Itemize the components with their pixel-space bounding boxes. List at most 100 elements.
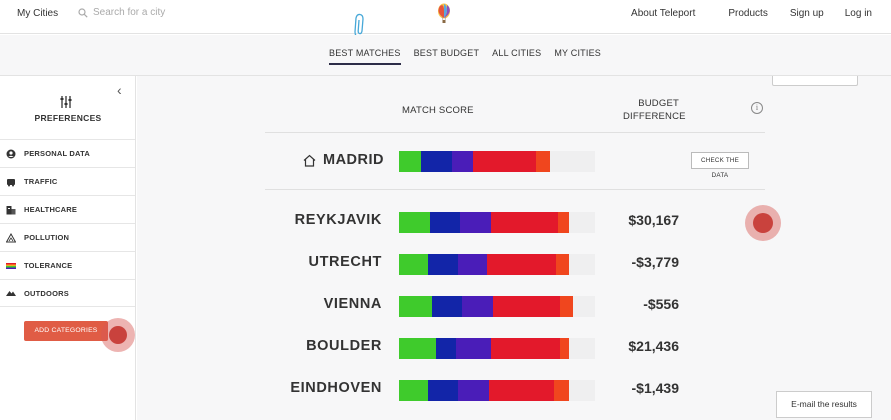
city-name: UTRECHT — [308, 254, 382, 270]
score-segment — [428, 254, 458, 275]
touch-indicator-icon — [745, 205, 781, 241]
score-segment — [432, 296, 462, 317]
outdoors-icon — [6, 291, 16, 296]
tolerance-icon — [6, 262, 16, 269]
chevron-left-icon[interactable]: ‹ — [117, 82, 122, 98]
category-list: PERSONAL DATA TRAFFIC HEALTHCARE POLLUTI… — [0, 139, 135, 307]
score-segment — [399, 338, 437, 359]
top-bar: My Cities Search for a city About Telepo… — [0, 0, 891, 34]
budget-difference: $21,436 — [628, 338, 679, 354]
city-row[interactable]: REYKJAVIK $30,167 — [265, 207, 765, 237]
budget-difference: -$556 — [643, 296, 679, 312]
category-tolerance[interactable]: TOLERANCE — [0, 251, 135, 279]
score-segment — [553, 380, 570, 401]
balloon-logo-icon[interactable] — [437, 3, 451, 25]
search-box[interactable]: Search for a city — [78, 7, 165, 18]
category-healthcare[interactable]: HEALTHCARE — [0, 195, 135, 223]
person-icon — [6, 149, 16, 158]
nav-log-in[interactable]: Log in — [844, 8, 872, 19]
match-score-bar — [399, 338, 595, 359]
pollution-icon — [6, 232, 16, 242]
match-score-bar — [399, 212, 595, 233]
tab-best-budget[interactable]: BEST BUDGET — [413, 48, 480, 58]
results-table: MATCH SCORE BUDGET DIFFERENCE i MADRID C… — [265, 76, 765, 420]
info-icon[interactable]: i — [751, 102, 763, 114]
email-results-button[interactable]: E-mail the results — [776, 391, 872, 418]
my-cities-link[interactable]: My Cities — [17, 8, 59, 19]
score-segment — [399, 212, 431, 233]
category-outdoors[interactable]: OUTDOORS — [0, 279, 135, 307]
city-row[interactable]: VIENNA -$556 — [265, 291, 765, 321]
paperclip-cursor-icon — [354, 13, 364, 39]
match-score-bar — [399, 380, 595, 401]
category-label: HEALTHCARE — [24, 205, 78, 214]
score-segment — [559, 296, 574, 317]
score-segment — [473, 151, 537, 172]
match-score-bar — [399, 151, 595, 172]
score-segment — [491, 338, 560, 359]
category-traffic[interactable]: TRAFFIC — [0, 167, 135, 195]
preferences-sidebar: ‹ PREFERENCES PERSONAL DATA TRAFFIC HEAL… — [0, 76, 136, 420]
touch-indicator-icon — [101, 318, 135, 352]
city-row[interactable]: BOULDER $21,436 — [265, 333, 765, 363]
score-segment — [493, 296, 560, 317]
score-segment — [555, 254, 570, 275]
budget-difference: -$3,779 — [631, 254, 679, 270]
preferences-title: PREFERENCES — [34, 113, 102, 123]
score-segment — [489, 380, 554, 401]
match-score-header: MATCH SCORE — [402, 105, 474, 116]
budget-difference: $30,167 — [628, 212, 679, 228]
city-row[interactable]: EINDHOVEN -$1,439 — [265, 375, 765, 405]
category-label: PERSONAL DATA — [24, 149, 90, 158]
home-icon — [303, 154, 316, 167]
city-row[interactable]: UTRECHT -$3,779 — [265, 249, 765, 279]
home-city-name: MADRID — [323, 152, 384, 168]
city-name: VIENNA — [323, 296, 382, 312]
tab-my-cities[interactable]: MY CITIES — [554, 48, 601, 58]
category-label: TRAFFIC — [24, 177, 58, 186]
map-view-button[interactable] — [772, 76, 858, 86]
divider — [265, 189, 765, 190]
home-city-row: MADRID CHECK THE DATA — [265, 146, 765, 179]
nav-products[interactable]: Products — [728, 8, 768, 19]
tabs-bar: BEST MATCHES BEST BUDGET ALL CITIES MY C… — [0, 35, 891, 76]
score-segment — [536, 151, 550, 172]
budget-difference-header: BUDGET DIFFERENCE — [623, 98, 686, 122]
score-segment — [430, 212, 460, 233]
tab-all-cities[interactable]: ALL CITIES — [492, 48, 542, 58]
healthcare-icon — [6, 205, 16, 214]
score-segment — [399, 380, 429, 401]
city-tabs: BEST MATCHES BEST BUDGET ALL CITIES MY C… — [329, 48, 614, 65]
divider — [265, 132, 765, 133]
score-segment — [428, 380, 458, 401]
city-name: BOULDER — [306, 338, 382, 354]
traffic-icon — [7, 178, 15, 186]
sliders-icon — [60, 96, 72, 108]
score-segment — [420, 151, 452, 172]
top-nav: About Teleport Products Sign up Log in — [631, 8, 872, 19]
nav-sign-up[interactable]: Sign up — [789, 8, 824, 19]
score-segment — [457, 380, 490, 401]
search-input[interactable]: Search for a city — [93, 7, 166, 18]
category-personal-data[interactable]: PERSONAL DATA — [0, 139, 135, 167]
add-categories-button[interactable]: ADD CATEGORIES — [24, 321, 108, 341]
score-segment — [399, 151, 421, 172]
match-score-bar — [399, 296, 595, 317]
score-segment — [399, 254, 429, 275]
city-name: REYKJAVIK — [294, 212, 382, 228]
city-name: EINDHOVEN — [290, 380, 382, 396]
score-segment — [487, 254, 556, 275]
score-segment — [399, 296, 433, 317]
score-segment — [557, 212, 570, 233]
score-segment — [559, 338, 570, 359]
category-pollution[interactable]: POLLUTION — [0, 223, 135, 251]
category-label: TOLERANCE — [24, 261, 73, 270]
match-score-bar — [399, 254, 595, 275]
tab-best-matches[interactable]: BEST MATCHES — [329, 48, 401, 65]
check-the-data-button[interactable]: CHECK THE DATA — [691, 152, 749, 179]
budget-difference: -$1,439 — [631, 380, 679, 396]
results-area: MATCH SCORE BUDGET DIFFERENCE i MADRID C… — [137, 76, 891, 420]
score-segment — [455, 338, 492, 359]
nav-about-teleport[interactable]: About Teleport — [631, 8, 696, 19]
score-segment — [459, 212, 492, 233]
